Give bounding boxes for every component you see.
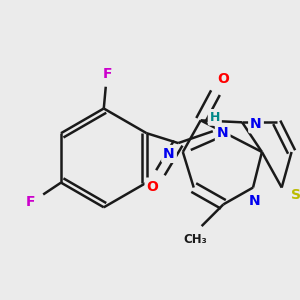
- Text: N: N: [217, 126, 229, 140]
- Text: H: H: [210, 111, 220, 124]
- Text: O: O: [147, 180, 158, 194]
- Text: N: N: [163, 147, 175, 161]
- Text: CH₃: CH₃: [184, 233, 208, 246]
- Text: F: F: [26, 195, 35, 209]
- Text: F: F: [103, 67, 112, 81]
- Text: S: S: [290, 188, 300, 203]
- Text: N: N: [250, 117, 262, 131]
- Text: O: O: [218, 72, 229, 86]
- Text: N: N: [249, 194, 261, 208]
